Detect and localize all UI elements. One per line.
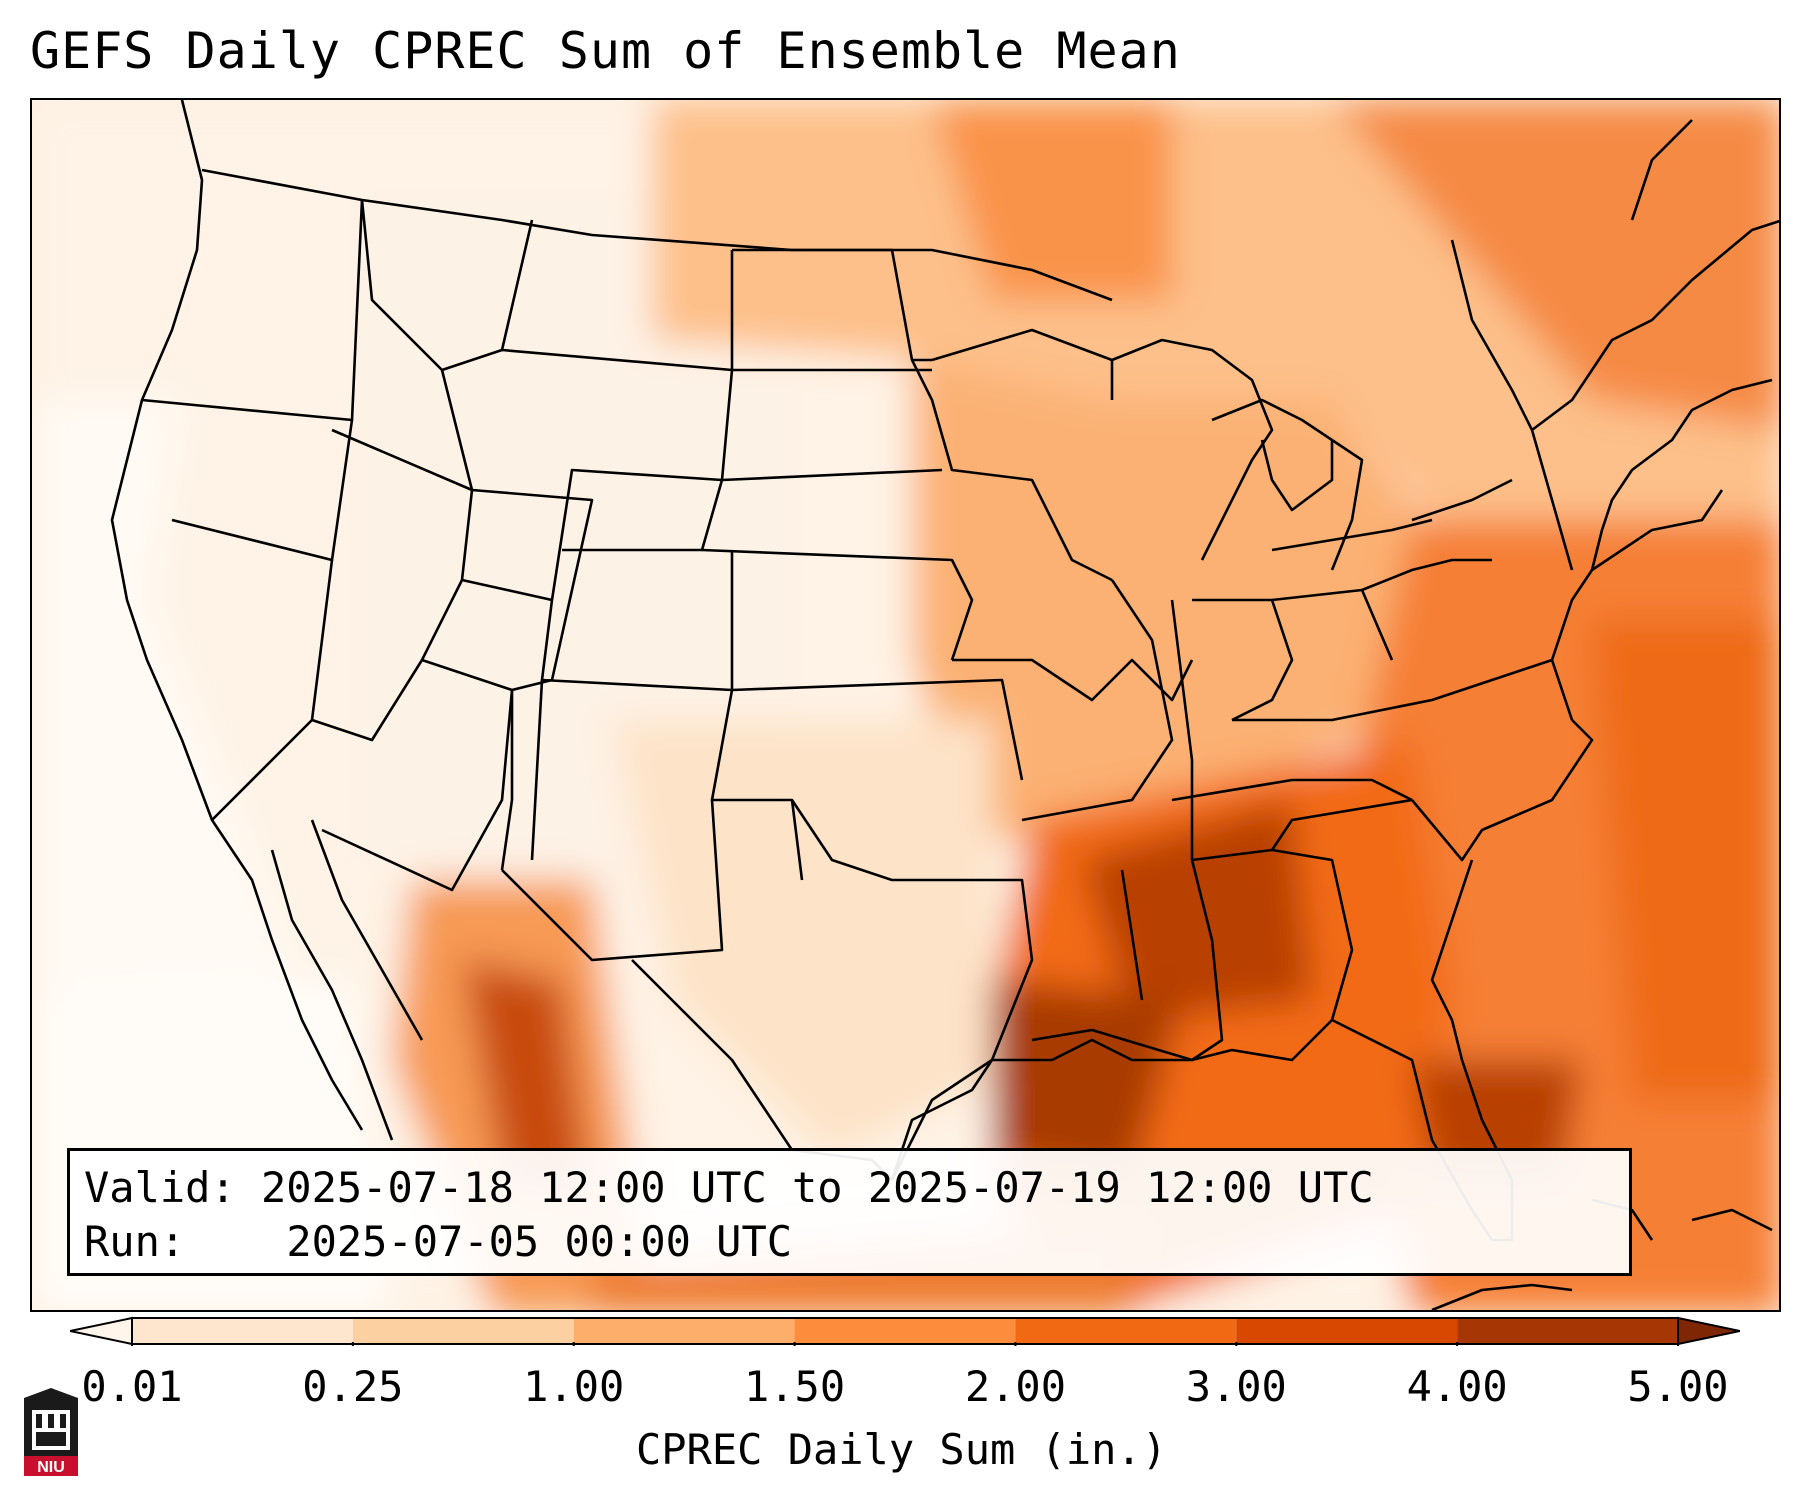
valid-line: Valid: 2025-07-18 12:00 UTC to 2025-07-1…	[84, 1161, 1615, 1215]
map-canvas	[32, 100, 1779, 1310]
colorbar-tick-label: 3.00	[1185, 1362, 1287, 1411]
geography-outlines	[110, 100, 1779, 1310]
colorbar-extend-right	[1677, 1316, 1740, 1346]
logo-text: NIU	[37, 1459, 65, 1476]
colorbar-tick-label: 0.25	[302, 1362, 404, 1411]
colorbar-segment	[132, 1318, 353, 1344]
valid-label: Valid:	[84, 1163, 236, 1212]
precip-field	[32, 100, 1779, 1310]
colorbar-segment	[573, 1318, 795, 1344]
run-line: Run: 2025-07-05 00:00 UTC	[84, 1215, 1615, 1269]
colorbar	[70, 1316, 1740, 1346]
colorbar-tick-label: 5.00	[1627, 1362, 1729, 1411]
map-title: GEFS Daily CPREC Sum of Ensemble Mean	[30, 22, 1181, 80]
valid-run-info-box: Valid: 2025-07-18 12:00 UTC to 2025-07-1…	[67, 1148, 1632, 1276]
precipitation-map	[30, 98, 1781, 1312]
colorbar-segment	[1236, 1318, 1458, 1344]
valid-value: 2025-07-18 12:00 UTC to 2025-07-19 12:00…	[261, 1163, 1374, 1212]
colorbar-tick-label: 1.00	[523, 1362, 625, 1411]
colorbar-label: CPREC Daily Sum (in.)	[635, 1425, 1167, 1474]
colorbar-tick-label: 2.00	[964, 1362, 1066, 1411]
colorbar-tick-label: 0.01	[81, 1362, 183, 1411]
colorbar-segment	[794, 1318, 1016, 1344]
colorbar-segment	[352, 1318, 574, 1344]
colorbar-tick-label: 4.00	[1406, 1362, 1508, 1411]
colorbar-outline	[131, 1317, 1679, 1345]
run-label: Run:	[84, 1217, 186, 1266]
run-value: 2025-07-05 00:00 UTC	[286, 1217, 793, 1266]
colorbar-extend-left	[70, 1316, 133, 1346]
niu-logo: NIU	[24, 1388, 78, 1476]
colorbar-segment	[1015, 1318, 1237, 1344]
colorbar-segment	[1457, 1318, 1678, 1344]
colorbar-tick-label: 1.50	[743, 1362, 846, 1411]
